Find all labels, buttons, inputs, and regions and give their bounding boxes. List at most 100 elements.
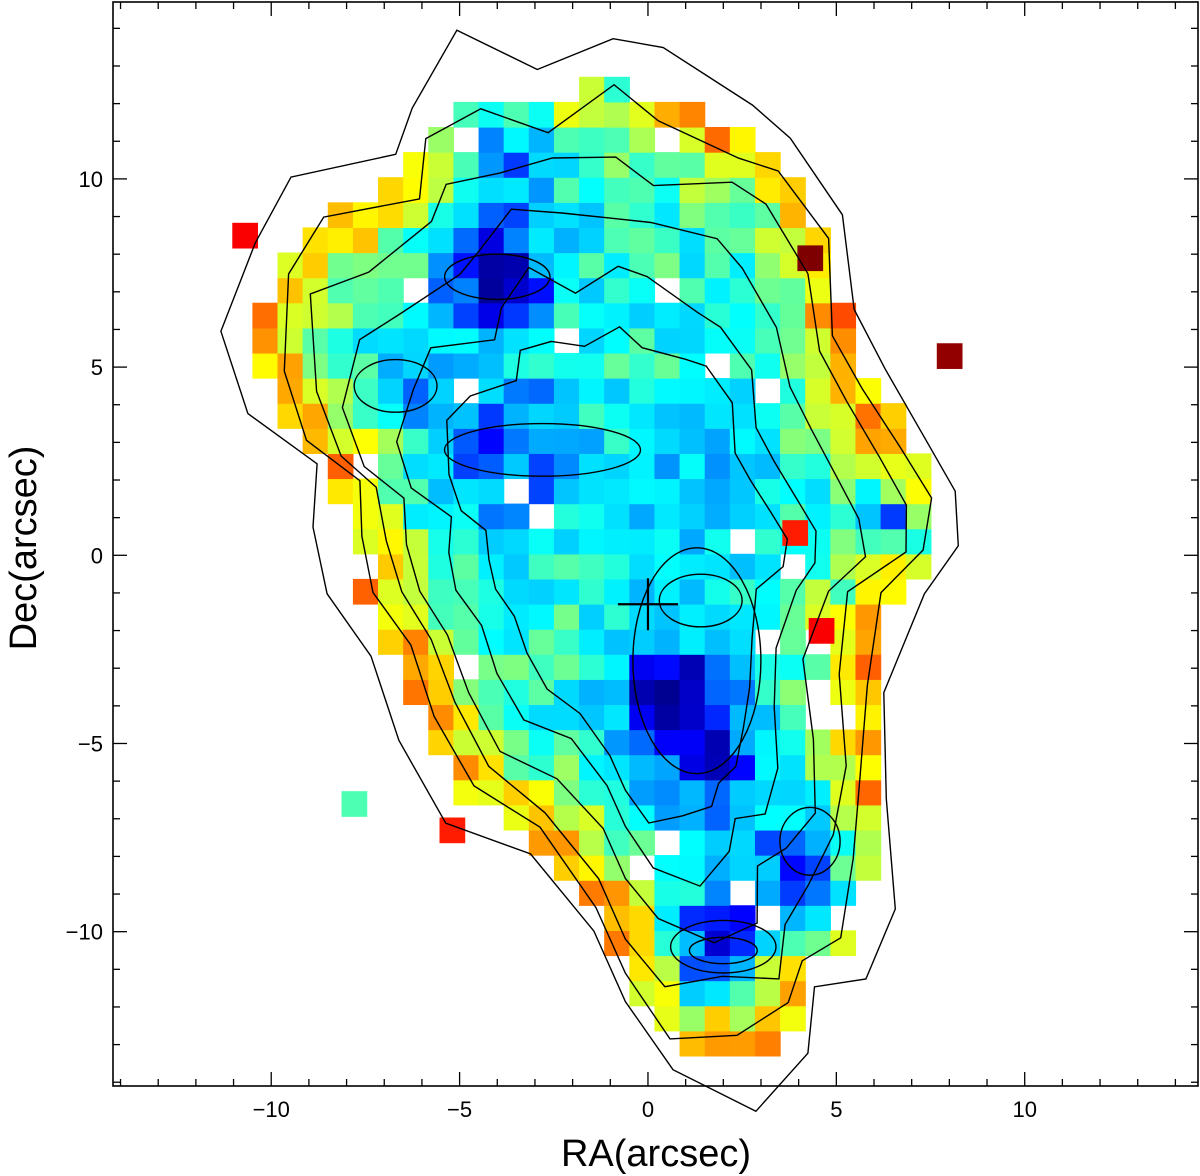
- heatmap-cell: [478, 578, 505, 605]
- heatmap-cell: [453, 729, 480, 756]
- heatmap-cell: [754, 553, 781, 580]
- heatmap-cell: [654, 403, 681, 429]
- heatmap-cell: [729, 378, 756, 404]
- heatmap-cell: [553, 855, 580, 881]
- heatmap-cell: [341, 791, 368, 817]
- heatmap-cell: [528, 629, 555, 655]
- heatmap-cell: [579, 453, 605, 480]
- heatmap-cell: [654, 629, 681, 655]
- heatmap-cell: [679, 578, 706, 605]
- heatmap-cell: [805, 378, 831, 404]
- heatmap-cell: [780, 277, 806, 304]
- heatmap-cell: [704, 829, 731, 856]
- heatmap-cell: [378, 252, 404, 279]
- heatmap-cell: [553, 177, 580, 203]
- heatmap-cell: [478, 378, 505, 404]
- heatmap-cell: [478, 453, 505, 480]
- contour-line: [309, 156, 908, 988]
- heatmap-cell: [805, 553, 831, 580]
- heatmap-cell: [604, 679, 630, 706]
- heatmap-cell: [704, 1005, 731, 1032]
- heatmap-cell: [830, 428, 857, 454]
- heatmap-cell: [553, 779, 580, 806]
- heatmap-cell: [855, 679, 882, 706]
- heatmap-cell: [855, 478, 882, 505]
- heatmap-cell: [780, 428, 806, 454]
- heatmap-cell: [428, 302, 455, 329]
- heatmap-cell: [478, 403, 505, 429]
- heatmap-cell: [604, 604, 630, 630]
- heatmap-cell: [679, 553, 706, 580]
- heatmap-cell: [629, 378, 656, 404]
- heatmap-cell: [629, 252, 656, 279]
- heatmap-cell: [679, 980, 706, 1007]
- heatmap-cell: [855, 528, 882, 555]
- heatmap-cell: [453, 629, 480, 655]
- heatmap-cell: [830, 880, 857, 906]
- heatmap-cell: [654, 478, 681, 505]
- heatmap-cell: [604, 227, 630, 254]
- heatmap-cell: [553, 804, 580, 831]
- heatmap-cell: [553, 578, 580, 605]
- heatmap-cell: [428, 127, 455, 153]
- heatmap-cell: [453, 277, 480, 304]
- heatmap-cell: [604, 829, 630, 856]
- heatmap-cell: [780, 629, 806, 655]
- heatmap-cell: [579, 503, 605, 530]
- heatmap-cell: [302, 403, 329, 429]
- plot-frame: [112, 1, 1199, 1087]
- heatmap-cell: [352, 227, 379, 254]
- contour-line: [658, 573, 743, 628]
- heatmap-cell: [679, 101, 706, 128]
- heatmap-cell: [579, 528, 605, 555]
- heatmap-cell: [327, 277, 354, 304]
- heatmap-cell: [830, 578, 857, 605]
- heatmap-cell: [503, 127, 530, 153]
- heatmap-cell: [830, 604, 857, 630]
- heatmap-cell: [528, 453, 555, 480]
- heatmap-cell: [780, 779, 806, 806]
- heatmap-cell: [830, 503, 857, 530]
- heatmap-cell: [352, 277, 379, 304]
- heatmap-cell: [629, 428, 656, 454]
- heatmap-cell: [729, 127, 756, 153]
- heatmap-cell: [729, 177, 756, 203]
- heatmap-cell: [704, 880, 731, 906]
- heatmap-cell: [579, 654, 605, 680]
- heatmap-cell: [503, 428, 530, 454]
- heatmap-cell: [754, 754, 781, 781]
- heatmap-cell: [729, 679, 756, 706]
- heatmap-cell: [805, 503, 831, 530]
- heatmap-cell: [629, 754, 656, 781]
- contour-line: [446, 325, 789, 824]
- heatmap-cell: [528, 352, 555, 379]
- heatmap-cell: [629, 528, 656, 555]
- heatmap-cell: [855, 729, 882, 756]
- heatmap-cell: [453, 779, 480, 806]
- heatmap-cell: [403, 679, 429, 706]
- heatmap-cell: [528, 553, 555, 580]
- heatmap-cell: [805, 528, 831, 555]
- heatmap-cell: [528, 177, 555, 203]
- center-cross-marker: [617, 578, 678, 631]
- heatmap-cell: [428, 679, 455, 706]
- heatmap-cell: [679, 252, 706, 279]
- heatmap-cell: [629, 704, 656, 731]
- heatmap-cell: [629, 729, 656, 756]
- heatmap-cell: [704, 679, 731, 706]
- heatmap-cell: [503, 604, 530, 630]
- heatmap-cell: [503, 754, 530, 781]
- heatmap-cell: [378, 629, 404, 655]
- heatmap-cell: [855, 403, 882, 429]
- contour-line: [688, 936, 758, 965]
- heatmap-cell: [604, 654, 630, 680]
- y-tick-labels: −10 −5 0 5 10: [66, 167, 103, 945]
- heatmap-cell: [654, 101, 681, 128]
- heatmap-cell: [553, 352, 580, 379]
- heatmap-cell: [629, 679, 656, 706]
- heatmap-cell: [780, 980, 806, 1007]
- heatmap-cell: [905, 528, 932, 555]
- heatmap-cell: [905, 453, 932, 480]
- heatmap-cell: [352, 352, 379, 379]
- heatmap-cell: [754, 654, 781, 680]
